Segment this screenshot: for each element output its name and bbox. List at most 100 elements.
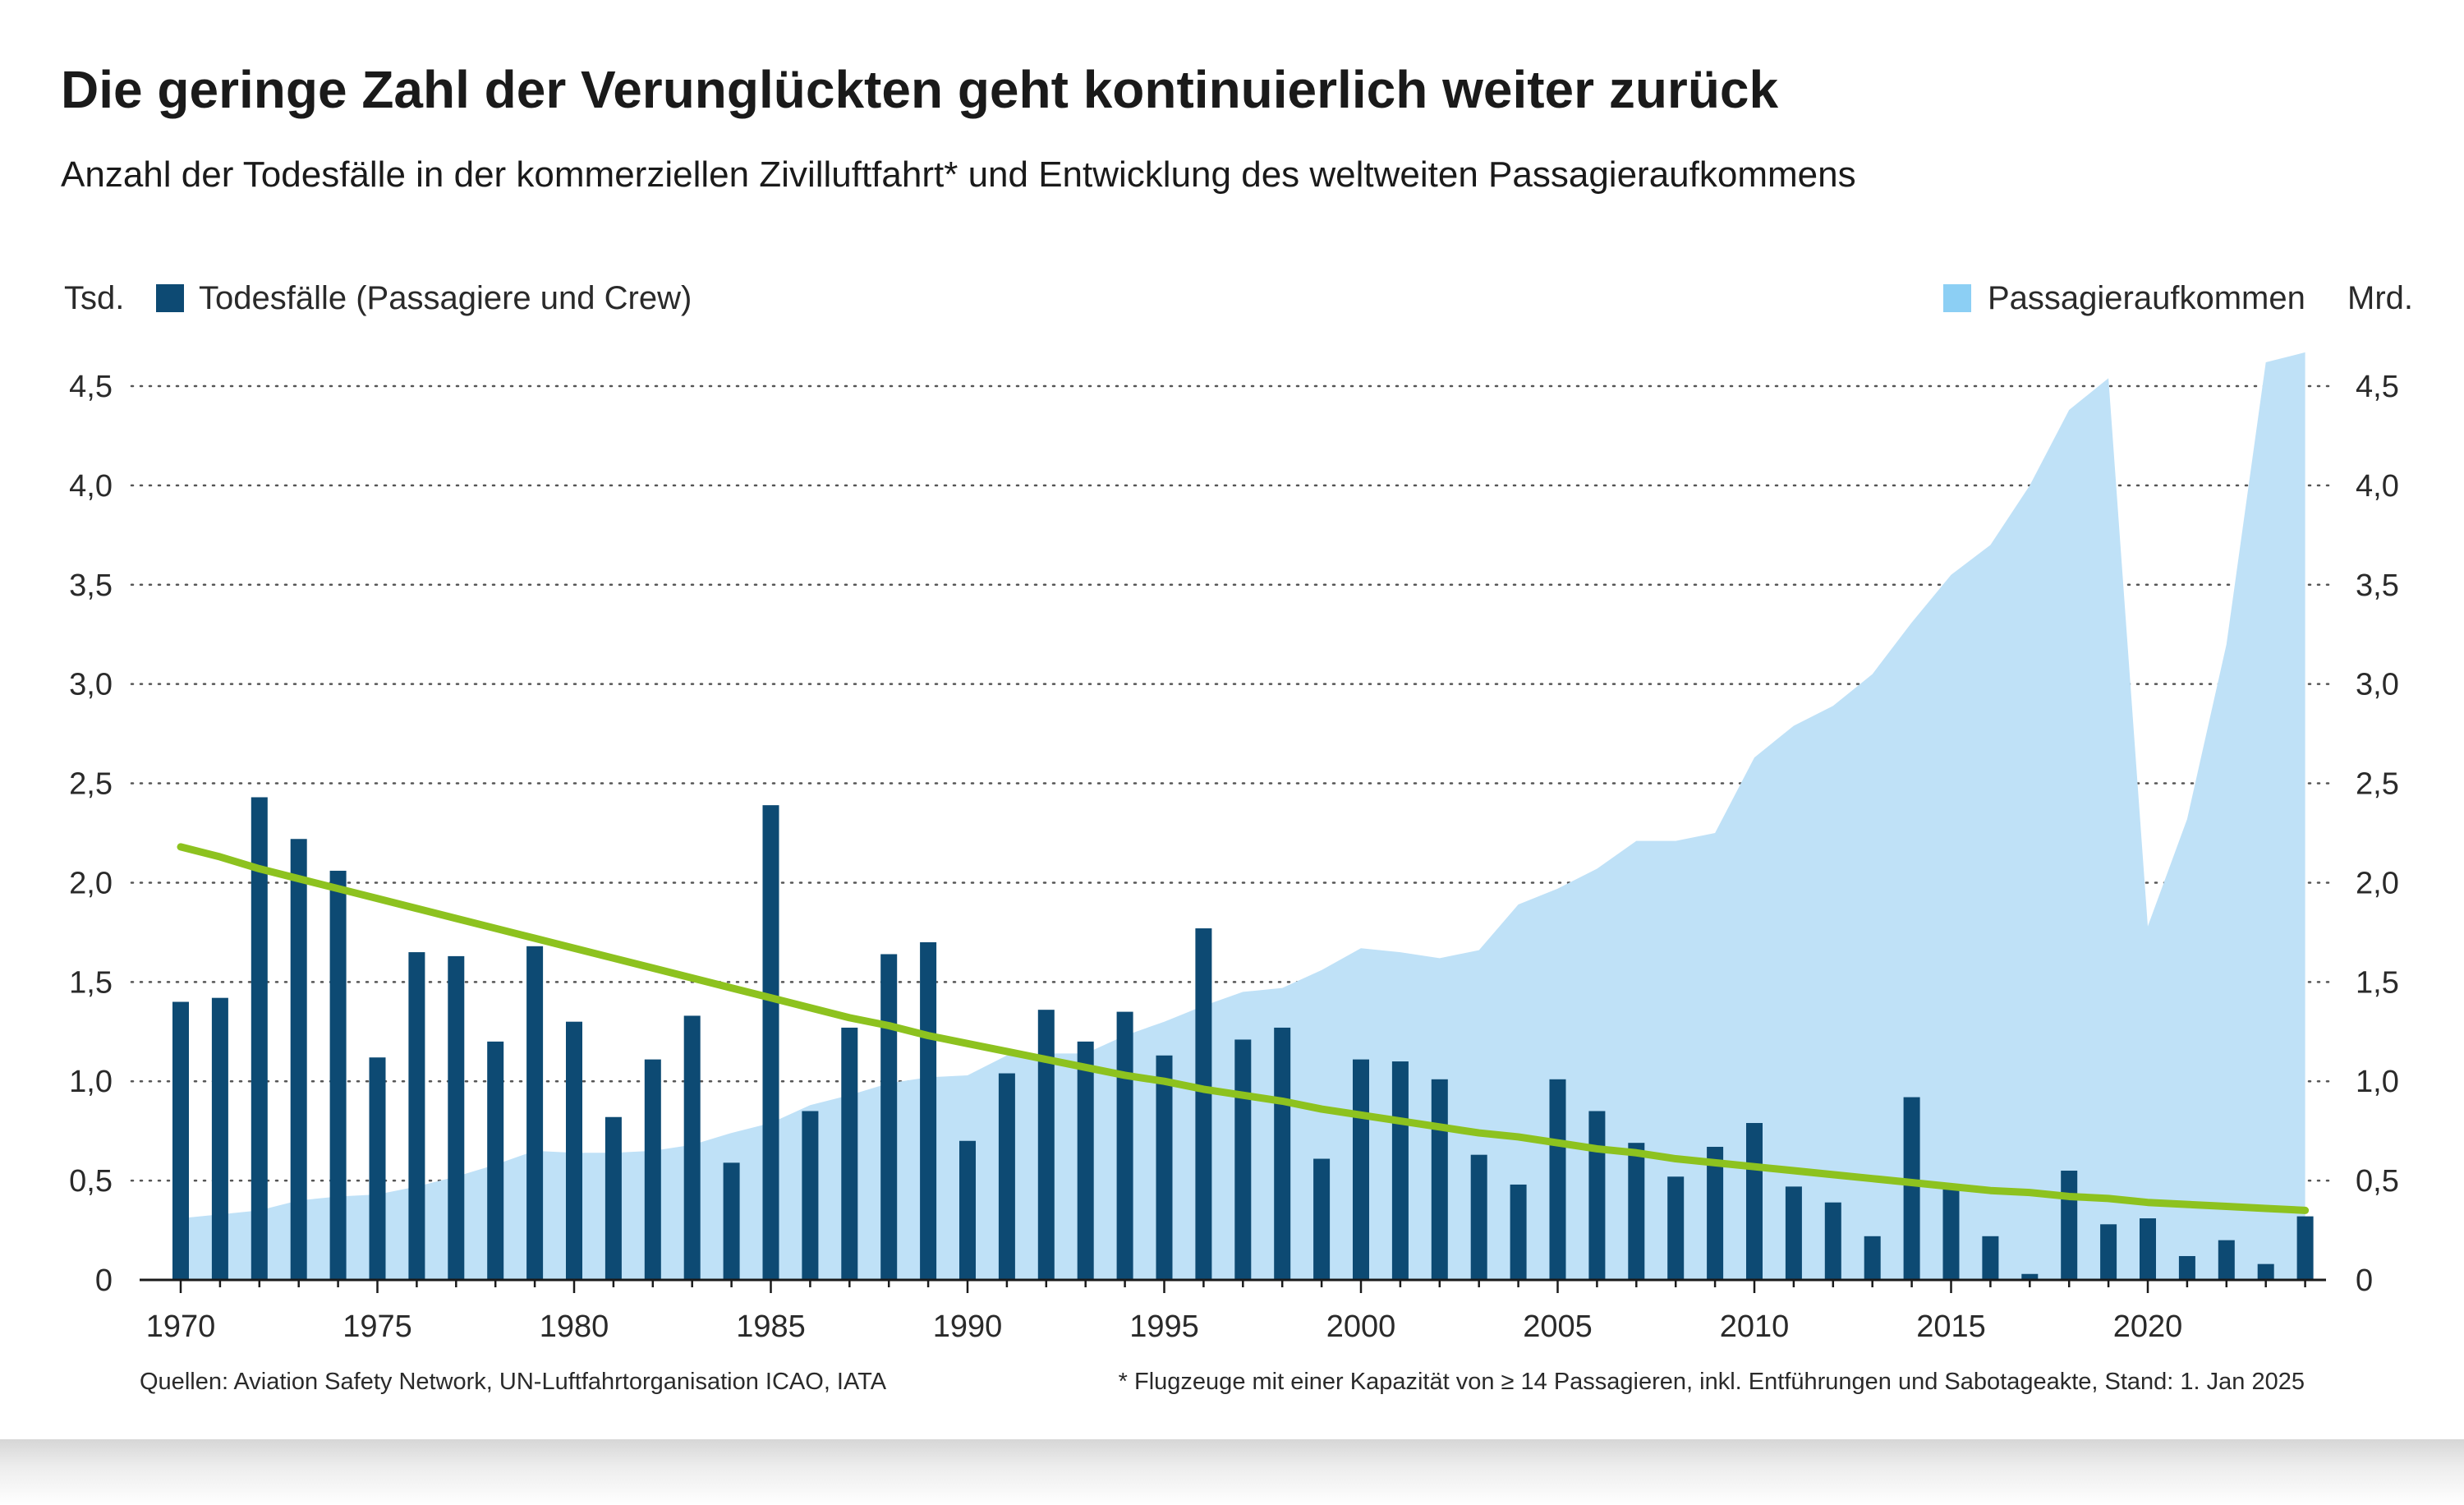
y-tick-label-right: 2,0: [2356, 866, 2399, 900]
bar-1998: [1274, 1027, 1291, 1280]
y-tick-label-right: 0,5: [2356, 1164, 2399, 1199]
x-tick-label: 2010: [1720, 1309, 1790, 1344]
bar-1974: [329, 870, 347, 1280]
trend-line: [177, 843, 2310, 1214]
bar-2015: [1942, 1186, 1960, 1280]
bar-1971: [211, 997, 228, 1280]
bar-2000: [1353, 1059, 1369, 1280]
x-tick-label: 2020: [2113, 1309, 2183, 1344]
bar-2012: [1824, 1202, 1841, 1280]
chart-area: 0 0 0,5 0,5 1,0 1,0 1,5 1,5 2,0 2,0 2,5 2,5 3,0 3,0 3,…: [64, 280, 2413, 1344]
bar-1980: [566, 1021, 582, 1280]
bar-2010: [1746, 1122, 1763, 1280]
y-tick-label-right: 0: [2356, 1263, 2373, 1298]
bar-1984: [723, 1162, 740, 1280]
y-tick-label-left: 3,5: [69, 568, 113, 603]
x-tick-label: 1970: [146, 1309, 216, 1344]
legend-label-fatalities: Todesfälle (Passagiere und Crew): [199, 280, 692, 316]
y-unit-left: Tsd.: [64, 280, 124, 316]
bar-1999: [1313, 1158, 1331, 1280]
bar-1989: [920, 941, 937, 1280]
y-tick-label-left: 0,5: [69, 1164, 113, 1199]
bar-2008: [1667, 1176, 1685, 1280]
y-tick-label-right: 1,0: [2356, 1065, 2399, 1099]
bar-1972: [251, 797, 268, 1280]
bar-1986: [802, 1111, 819, 1280]
bar-1995: [1156, 1055, 1173, 1280]
x-tick-label: 1985: [736, 1309, 806, 1344]
bar-1982: [644, 1059, 661, 1280]
bar-2004: [1510, 1184, 1527, 1280]
bar-2022: [2218, 1240, 2235, 1280]
bar-2018: [2061, 1171, 2078, 1280]
bar-1993: [1077, 1041, 1094, 1280]
y-unit-right: Mrd.: [2347, 280, 2413, 316]
y-tick-label-right: 3,0: [2356, 668, 2399, 702]
y-tick-label-left: 2,0: [69, 866, 113, 900]
y-tick-label-right: 4,5: [2356, 370, 2399, 404]
x-tick-label: 2000: [1326, 1309, 1396, 1344]
bar-1981: [605, 1116, 622, 1280]
y-tick-label-left: 2,5: [69, 767, 113, 802]
chart-title: Die geringe Zahl der Verunglückten geht …: [61, 60, 1779, 119]
y-tick-label-left: 3,0: [69, 668, 113, 702]
bar-2009: [1707, 1147, 1724, 1280]
bar-1979: [526, 946, 544, 1280]
x-tick-label: 2005: [1523, 1309, 1593, 1344]
bar-2007: [1628, 1143, 1645, 1280]
bar-2003: [1470, 1154, 1487, 1280]
bar-2005: [1549, 1079, 1566, 1280]
x-tick-label: 1975: [342, 1309, 412, 1344]
bar-2011: [1785, 1186, 1802, 1280]
bar-1970: [172, 1001, 189, 1280]
bar-2023: [2257, 1263, 2274, 1280]
bar-1983: [683, 1015, 701, 1280]
bar-2024: [2296, 1216, 2314, 1280]
bar-2014: [1903, 1097, 1920, 1280]
bar-2017: [2021, 1273, 2039, 1280]
y-tick-label-left: 4,5: [69, 370, 113, 404]
bar-2002: [1431, 1079, 1448, 1280]
y-tick-label-right: 2,5: [2356, 767, 2399, 802]
y-tick-label-left: 1,5: [69, 965, 113, 1000]
bottom-shadow: [0, 1439, 2464, 1505]
bar-1985: [762, 805, 779, 1280]
footnote: * Flugzeuge mit einer Kapazität von ≥ 14…: [1118, 1369, 2305, 1395]
bar-2019: [2100, 1224, 2117, 1280]
bar-1994: [1116, 1011, 1133, 1280]
bar-1977: [448, 955, 465, 1280]
bar-2016: [1982, 1236, 1999, 1280]
y-tick-label-left: 1,0: [69, 1065, 113, 1099]
bar-1978: [487, 1041, 504, 1280]
axes: 0 0 0,5 0,5 1,0 1,0 1,5 1,5 2,0 2,0 2,5 2,5 3,0 3,0 3,…: [69, 370, 2399, 1344]
bar-2013: [1864, 1236, 1881, 1280]
bar-2021: [2178, 1255, 2195, 1280]
legend-swatch-passengers: [1943, 284, 1971, 312]
y-tick-label-left: 0: [95, 1263, 113, 1298]
source-note: Quellen: Aviation Safety Network, UN-Luf…: [140, 1369, 887, 1395]
bar-1987: [841, 1027, 858, 1280]
y-tick-label-left: 4,0: [69, 469, 113, 504]
x-tick-label: 1980: [540, 1309, 609, 1344]
bar-1996: [1195, 928, 1212, 1280]
bar-2020: [2140, 1218, 2156, 1280]
legend-swatch-fatalities: [156, 284, 184, 312]
legend-label-passengers: Passagieraufkommen: [1988, 280, 2305, 316]
x-tick-label: 1995: [1129, 1309, 1199, 1344]
bar-1975: [369, 1057, 386, 1280]
bar-1973: [290, 839, 307, 1280]
bar-1991: [998, 1073, 1015, 1280]
y-tick-label-right: 4,0: [2356, 469, 2399, 504]
bar-1990: [959, 1140, 976, 1280]
bar-1988: [880, 954, 898, 1280]
bar-1976: [408, 952, 425, 1280]
bar-1997: [1234, 1039, 1252, 1280]
bar-1992: [1037, 1010, 1055, 1280]
passenger-area: [181, 352, 2305, 1281]
passenger-area-shape: [181, 352, 2305, 1281]
bar-2001: [1391, 1061, 1409, 1280]
x-tick-label: 2015: [1916, 1309, 1986, 1344]
y-tick-label-right: 1,5: [2356, 965, 2399, 1000]
y-tick-label-right: 3,5: [2356, 568, 2399, 603]
chart-subtitle: Anzahl der Todesfälle in der kommerziell…: [61, 154, 1856, 195]
